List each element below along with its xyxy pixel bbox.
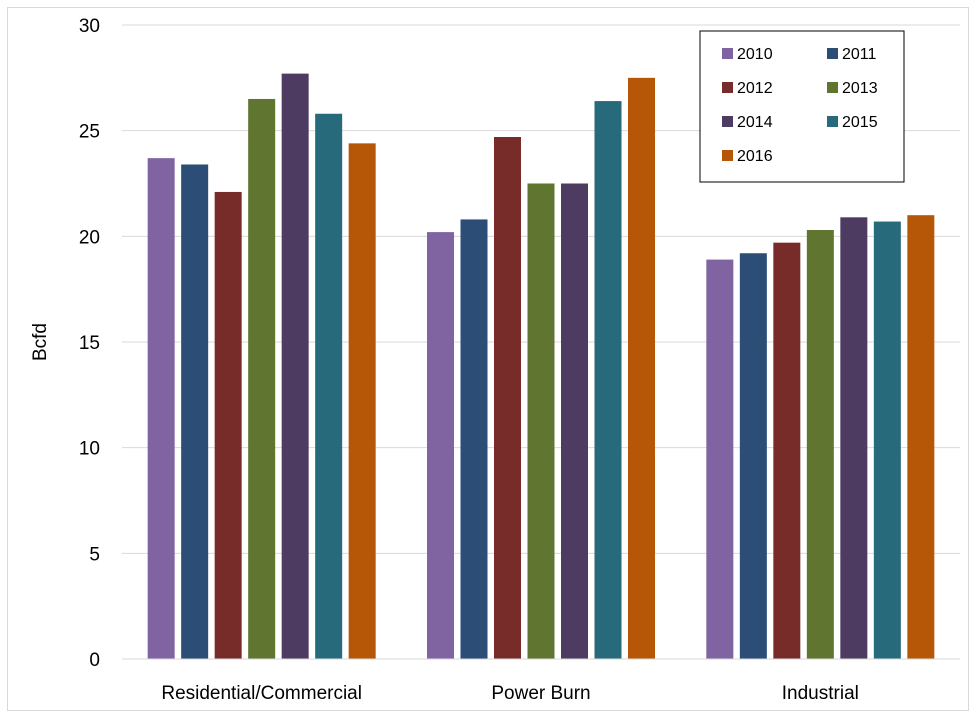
bar-2014-industrial [840, 217, 868, 659]
legend-swatch [722, 48, 733, 59]
bar-2011-industrial [739, 253, 767, 660]
bar-2013-residential-commercial [248, 98, 276, 659]
legend-label: 2015 [842, 114, 878, 131]
y-tick-label: 5 [89, 544, 100, 565]
y-tick-label: 15 [79, 333, 100, 354]
legend-swatch [827, 82, 838, 93]
legend-label: 2012 [737, 80, 773, 97]
legend-swatch [722, 150, 733, 161]
bar-2016-power-burn [628, 77, 655, 660]
bar-2012-industrial [773, 242, 801, 659]
bar-2014-power-burn [561, 183, 588, 659]
bar-2010-residential-commercial [147, 158, 175, 659]
bar-2010-power-burn [427, 232, 454, 659]
legend-swatch [827, 116, 838, 127]
bar-2014-residential-commercial [281, 73, 309, 659]
y-tick-label: 20 [79, 227, 100, 248]
bar-2011-power-burn [460, 219, 488, 659]
bar-2012-residential-commercial [214, 191, 242, 659]
y-axis-ticks: 0 5 10 15 20 25 30 [79, 16, 100, 671]
legend-label: 2014 [737, 114, 773, 131]
y-tick-label: 10 [79, 439, 100, 460]
x-category-label: Industrial [782, 683, 859, 704]
bar-2013-industrial [806, 229, 834, 659]
y-tick-label: 0 [89, 650, 100, 671]
bar-2015-power-burn [594, 101, 622, 659]
bar-2015-industrial [873, 221, 901, 660]
legend-label: 2010 [737, 46, 773, 63]
bar-2012-power-burn [494, 137, 521, 660]
bar-2016-residential-commercial [348, 143, 376, 659]
legend-swatch [722, 82, 733, 93]
bar-2010-industrial [706, 259, 734, 659]
legend-swatch [722, 116, 733, 127]
x-category-label: Power Burn [491, 683, 590, 704]
legend: 2010 2011 2012 2013 2014 2015 2016 [699, 30, 905, 183]
x-category-label: Residential/Commercial [161, 683, 362, 704]
y-tick-label: 25 [79, 122, 100, 143]
bar-2013-power-burn [527, 183, 555, 659]
y-tick-label: 30 [79, 16, 100, 37]
y-axis-title: Bcfd [30, 323, 51, 361]
bar-2016-industrial [907, 215, 935, 659]
bars [147, 73, 935, 660]
legend-swatch [827, 48, 838, 59]
legend-label: 2011 [842, 46, 877, 63]
bar-2011-residential-commercial [181, 164, 209, 660]
x-axis-category-labels: Residential/Commercial Power Burn Industri… [161, 683, 859, 704]
legend-label: 2016 [737, 148, 773, 165]
legend-box [699, 30, 905, 183]
bar-2015-residential-commercial [315, 113, 343, 659]
legend-label: 2013 [842, 80, 878, 97]
